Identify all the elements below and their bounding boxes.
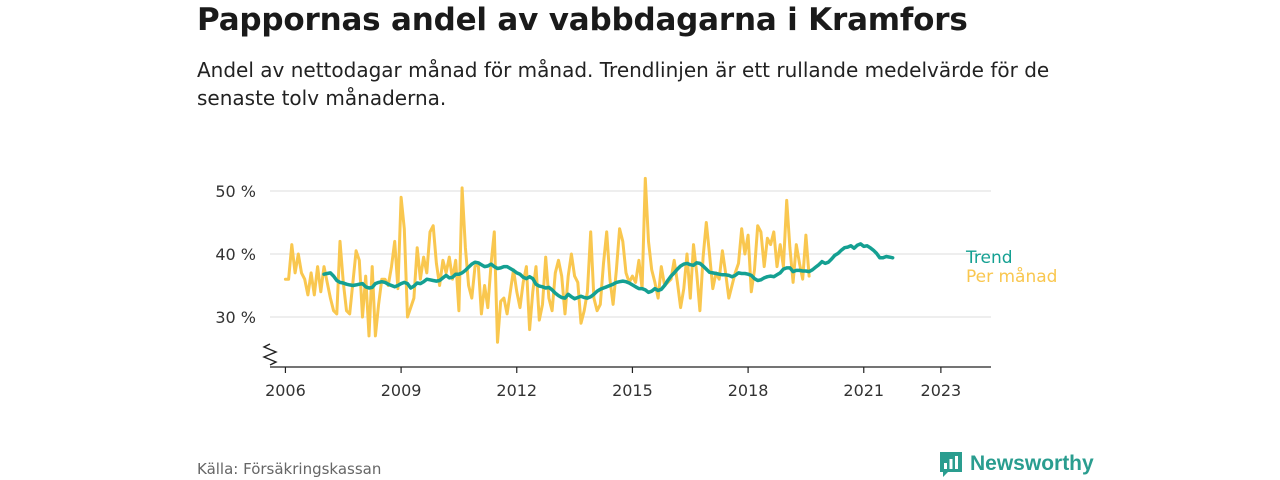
x-tick-label: 2012 <box>496 381 537 400</box>
bar-chart-logo-icon <box>940 452 962 477</box>
x-tick-label: 2009 <box>381 381 422 400</box>
chart-title: Pappornas andel av vabbdagarna i Kramfor… <box>197 2 968 38</box>
source-note: Källa: Försäkringskassan <box>197 460 382 478</box>
series-line-per-manad <box>283 176 811 344</box>
x-tick-label: 2018 <box>728 381 769 400</box>
series-label-trend: Trend <box>965 248 1013 268</box>
y-tick-label: 30 % <box>215 308 256 327</box>
x-tick-label: 2006 <box>265 381 306 400</box>
x-tick-label: 2015 <box>612 381 653 400</box>
series-line-trend <box>322 242 895 301</box>
axis-break-icon <box>262 343 278 366</box>
x-tick-label: 2021 <box>843 381 884 400</box>
y-tick-label: 50 % <box>215 182 256 201</box>
y-tick-label: 40 % <box>215 245 256 264</box>
brand-logo[interactable]: Newsworthy <box>938 450 1094 478</box>
series <box>283 176 895 344</box>
grid-lines <box>270 190 991 318</box>
axes: 30 % 40 % 50 % 2006 2009 2012 2015 2018 2021 2023 <box>215 182 991 400</box>
x-tick-label: 2023 <box>921 381 962 400</box>
chart-subtitle: Andel av nettodagar månad för månad. Tre… <box>197 58 1050 110</box>
brand-label: Newsworthy <box>970 452 1094 475</box>
series-label-per-manad: Per månad <box>966 266 1057 287</box>
